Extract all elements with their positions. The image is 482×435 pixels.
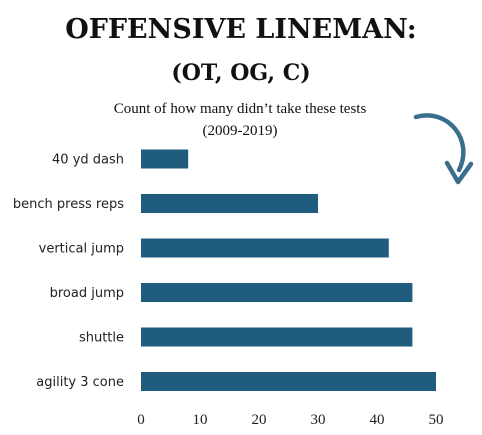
x-tick-label: 10	[193, 412, 208, 428]
category-label-vertical-jump: vertical jump	[39, 242, 124, 257]
chart-subtitle-years: (2009-2019)	[202, 123, 278, 139]
bar-40-yd-dash	[141, 149, 189, 169]
category-label-40-yd-dash: 40 yd dash	[52, 153, 124, 168]
x-tick-label: 20	[252, 412, 267, 428]
category-label-shuttle: shuttle	[79, 331, 124, 346]
curved-arrow-icon	[413, 113, 474, 185]
x-tick-label: 40	[370, 412, 385, 428]
category-label-agility-3-cone: agility 3 cone	[36, 375, 124, 390]
bar-vertical-jump	[141, 238, 389, 258]
bar-agility-3-cone	[141, 372, 436, 391]
curved-arrow-head	[444, 160, 474, 185]
chart-subtitle: Count of how many didn’t take these test…	[113, 101, 367, 117]
curved-arrow-shaft	[413, 113, 466, 173]
bar-shuttle	[141, 327, 413, 347]
category-label-bench-press-reps: bench press reps	[13, 197, 124, 212]
x-tick-label: 30	[311, 412, 326, 428]
category-label-broad-jump: broad jump	[50, 286, 124, 301]
chart-title-positions: (OT, OG, C)	[171, 60, 311, 86]
x-tick-label: 50	[429, 412, 444, 428]
bar-bench-press-reps	[141, 194, 318, 213]
bar-broad-jump	[141, 283, 413, 302]
chart-title: OFFENSIVE LINEMAN:	[65, 14, 417, 45]
x-tick-label: 0	[137, 412, 145, 428]
